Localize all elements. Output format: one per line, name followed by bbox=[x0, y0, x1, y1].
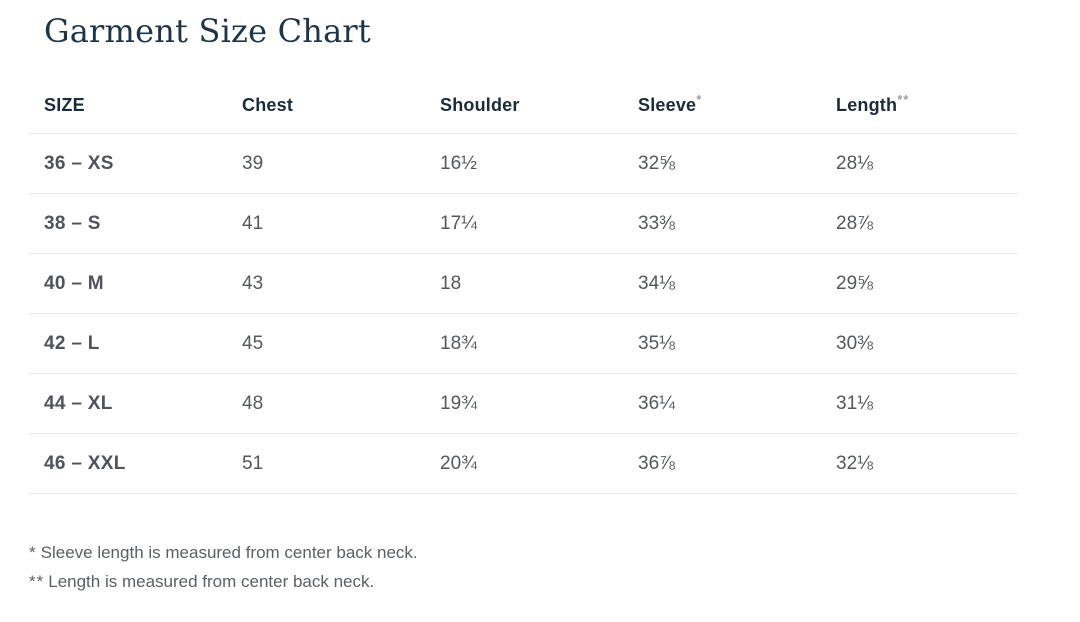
table-row: 36 – XS 39 16½ 32⅝ 28⅛ bbox=[28, 133, 1018, 194]
column-header-label: Shoulder bbox=[440, 95, 520, 115]
header-asterisk: ** bbox=[897, 92, 910, 107]
chest-cell: 41 bbox=[226, 193, 424, 254]
length-cell: 29⅝ bbox=[820, 253, 1018, 314]
table-row: 44 – XL 48 19¾ 36¼ 31⅛ bbox=[28, 373, 1018, 434]
footnote-sleeve: * Sleeve length is measured from center b… bbox=[29, 538, 1080, 567]
column-header-chest: Chest bbox=[226, 74, 424, 134]
column-header-shoulder: Shoulder bbox=[424, 74, 622, 134]
chest-cell: 39 bbox=[226, 133, 424, 194]
table-body: 36 – XS 39 16½ 32⅝ 28⅛ 38 – S 41 17¼ 33⅜… bbox=[28, 133, 1018, 494]
chest-cell: 43 bbox=[226, 253, 424, 314]
shoulder-cell: 18¾ bbox=[424, 313, 622, 374]
chest-cell: 48 bbox=[226, 373, 424, 434]
sleeve-cell: 32⅝ bbox=[622, 133, 820, 194]
column-header-label: Length bbox=[836, 95, 898, 115]
sleeve-cell: 36¼ bbox=[622, 373, 820, 434]
column-header-length: Length** bbox=[820, 74, 1018, 134]
shoulder-cell: 19¾ bbox=[424, 373, 622, 434]
sleeve-cell: 34⅛ bbox=[622, 253, 820, 314]
sleeve-cell: 33⅜ bbox=[622, 193, 820, 254]
footnote-text: Length is measured from center back neck… bbox=[48, 572, 375, 591]
footnote-length: ** Length is measured from center back ne… bbox=[29, 567, 1080, 596]
column-header-label: SIZE bbox=[44, 95, 85, 115]
table-row: 46 – XXL 51 20¾ 36⅞ 32⅛ bbox=[28, 433, 1018, 494]
size-chart-table: SIZE Chest Shoulder Sleeve* Length** 36 … bbox=[28, 74, 1018, 494]
footnote-marker: * bbox=[29, 543, 37, 562]
sleeve-cell: 36⅞ bbox=[622, 433, 820, 494]
page-title: Garment Size Chart bbox=[44, 12, 371, 50]
footnote-marker: ** bbox=[29, 572, 45, 591]
length-cell: 31⅛ bbox=[820, 373, 1018, 434]
length-cell: 30⅜ bbox=[820, 313, 1018, 374]
length-cell: 28⅛ bbox=[820, 133, 1018, 194]
shoulder-cell: 17¼ bbox=[424, 193, 622, 254]
size-cell: 38 – S bbox=[28, 193, 226, 254]
header-row: SIZE Chest Shoulder Sleeve* Length** bbox=[28, 74, 1018, 134]
size-cell: 42 – L bbox=[28, 313, 226, 374]
sleeve-cell: 35⅛ bbox=[622, 313, 820, 374]
table-row: 42 – L 45 18¾ 35⅛ 30⅜ bbox=[28, 313, 1018, 374]
size-cell: 46 – XXL bbox=[28, 433, 226, 494]
size-cell: 40 – M bbox=[28, 253, 226, 314]
chest-cell: 45 bbox=[226, 313, 424, 374]
length-cell: 32⅛ bbox=[820, 433, 1018, 494]
size-chart-page: Garment Size Chart SIZE Chest Shoulder S… bbox=[28, 12, 1080, 596]
footnote-text: Sleeve length is measured from center ba… bbox=[40, 543, 418, 562]
shoulder-cell: 18 bbox=[424, 253, 622, 314]
shoulder-cell: 16½ bbox=[424, 133, 622, 194]
table-row: 38 – S 41 17¼ 33⅜ 28⅞ bbox=[28, 193, 1018, 254]
size-cell: 44 – XL bbox=[28, 373, 226, 434]
table-header: SIZE Chest Shoulder Sleeve* Length** bbox=[28, 74, 1018, 134]
column-header-sleeve: Sleeve* bbox=[622, 74, 820, 134]
footnotes: * Sleeve length is measured from center b… bbox=[29, 538, 1080, 596]
shoulder-cell: 20¾ bbox=[424, 433, 622, 494]
table-row: 40 – M 43 18 34⅛ 29⅝ bbox=[28, 253, 1018, 314]
chest-cell: 51 bbox=[226, 433, 424, 494]
size-cell: 36 – XS bbox=[28, 133, 226, 194]
column-header-label: Sleeve bbox=[638, 95, 697, 115]
length-cell: 28⅞ bbox=[820, 193, 1018, 254]
header-asterisk: * bbox=[696, 92, 703, 107]
column-header-label: Chest bbox=[242, 95, 294, 115]
column-header-size: SIZE bbox=[28, 74, 226, 134]
